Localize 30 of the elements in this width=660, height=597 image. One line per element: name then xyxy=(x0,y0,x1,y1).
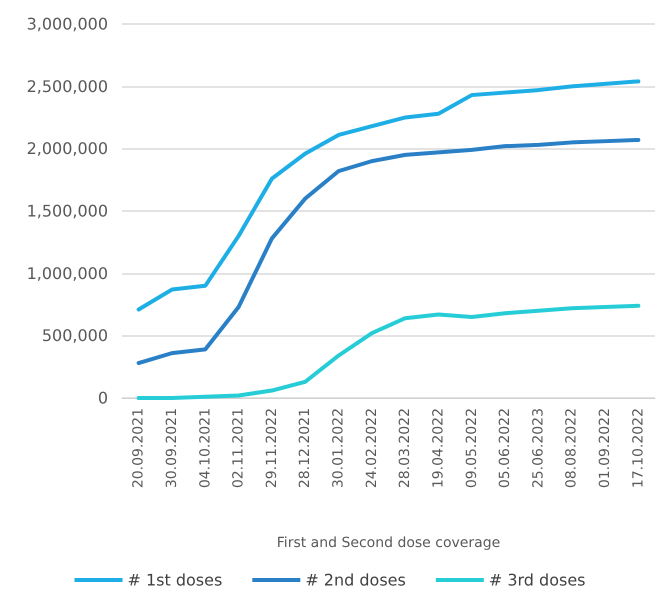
x-tick-label: 29.11.2022 xyxy=(264,408,280,488)
line-series xyxy=(136,138,640,366)
y-tick-label: 2,000,000 xyxy=(26,139,108,158)
x-tick-label: 05.06.2022 xyxy=(497,408,514,488)
y-tick-label: 1,500,000 xyxy=(26,202,108,220)
x-tick-label: 08.08.2022 xyxy=(564,408,580,488)
legend-label: # 2nd doses xyxy=(305,570,406,590)
x-tick-label: 28.12.2021 xyxy=(297,408,314,488)
x-tick-label: 01.09.2022 xyxy=(597,408,614,488)
x-tick-label: 30.01.2022 xyxy=(330,408,347,488)
x-tick-label: 19.04.2022 xyxy=(430,408,446,488)
x-axis-title: First and Second dose coverage xyxy=(276,535,500,551)
y-tick-label: 1,000,000 xyxy=(26,264,108,283)
x-tick-label: 02.11.2021 xyxy=(230,408,247,488)
y-tick-label: 2,500,000 xyxy=(26,76,108,96)
legend-label: # 3rd doses xyxy=(488,570,586,590)
line-series xyxy=(136,304,640,400)
x-tick-label: 30.09.2021 xyxy=(164,408,180,488)
x-tick-label: 28.03.2022 xyxy=(397,408,414,488)
line-series xyxy=(136,79,640,312)
x-tick-label: 24.02.2022 xyxy=(364,408,380,488)
x-tick-label: 20.09.2021 xyxy=(130,408,147,488)
y-tick-label: 3,000,000 xyxy=(26,14,108,34)
x-tick-label: 17.10.2022 xyxy=(630,408,646,488)
x-tick-label: 09.05.2022 xyxy=(464,408,480,488)
x-tick-label: 04.10.2021 xyxy=(197,408,214,488)
x-tick-label: 25.06.2023 xyxy=(530,408,546,488)
legend-label: # 1st doses xyxy=(127,570,222,590)
y-tick-label: 0 xyxy=(98,388,108,408)
y-tick-label: 500,000 xyxy=(42,326,108,346)
